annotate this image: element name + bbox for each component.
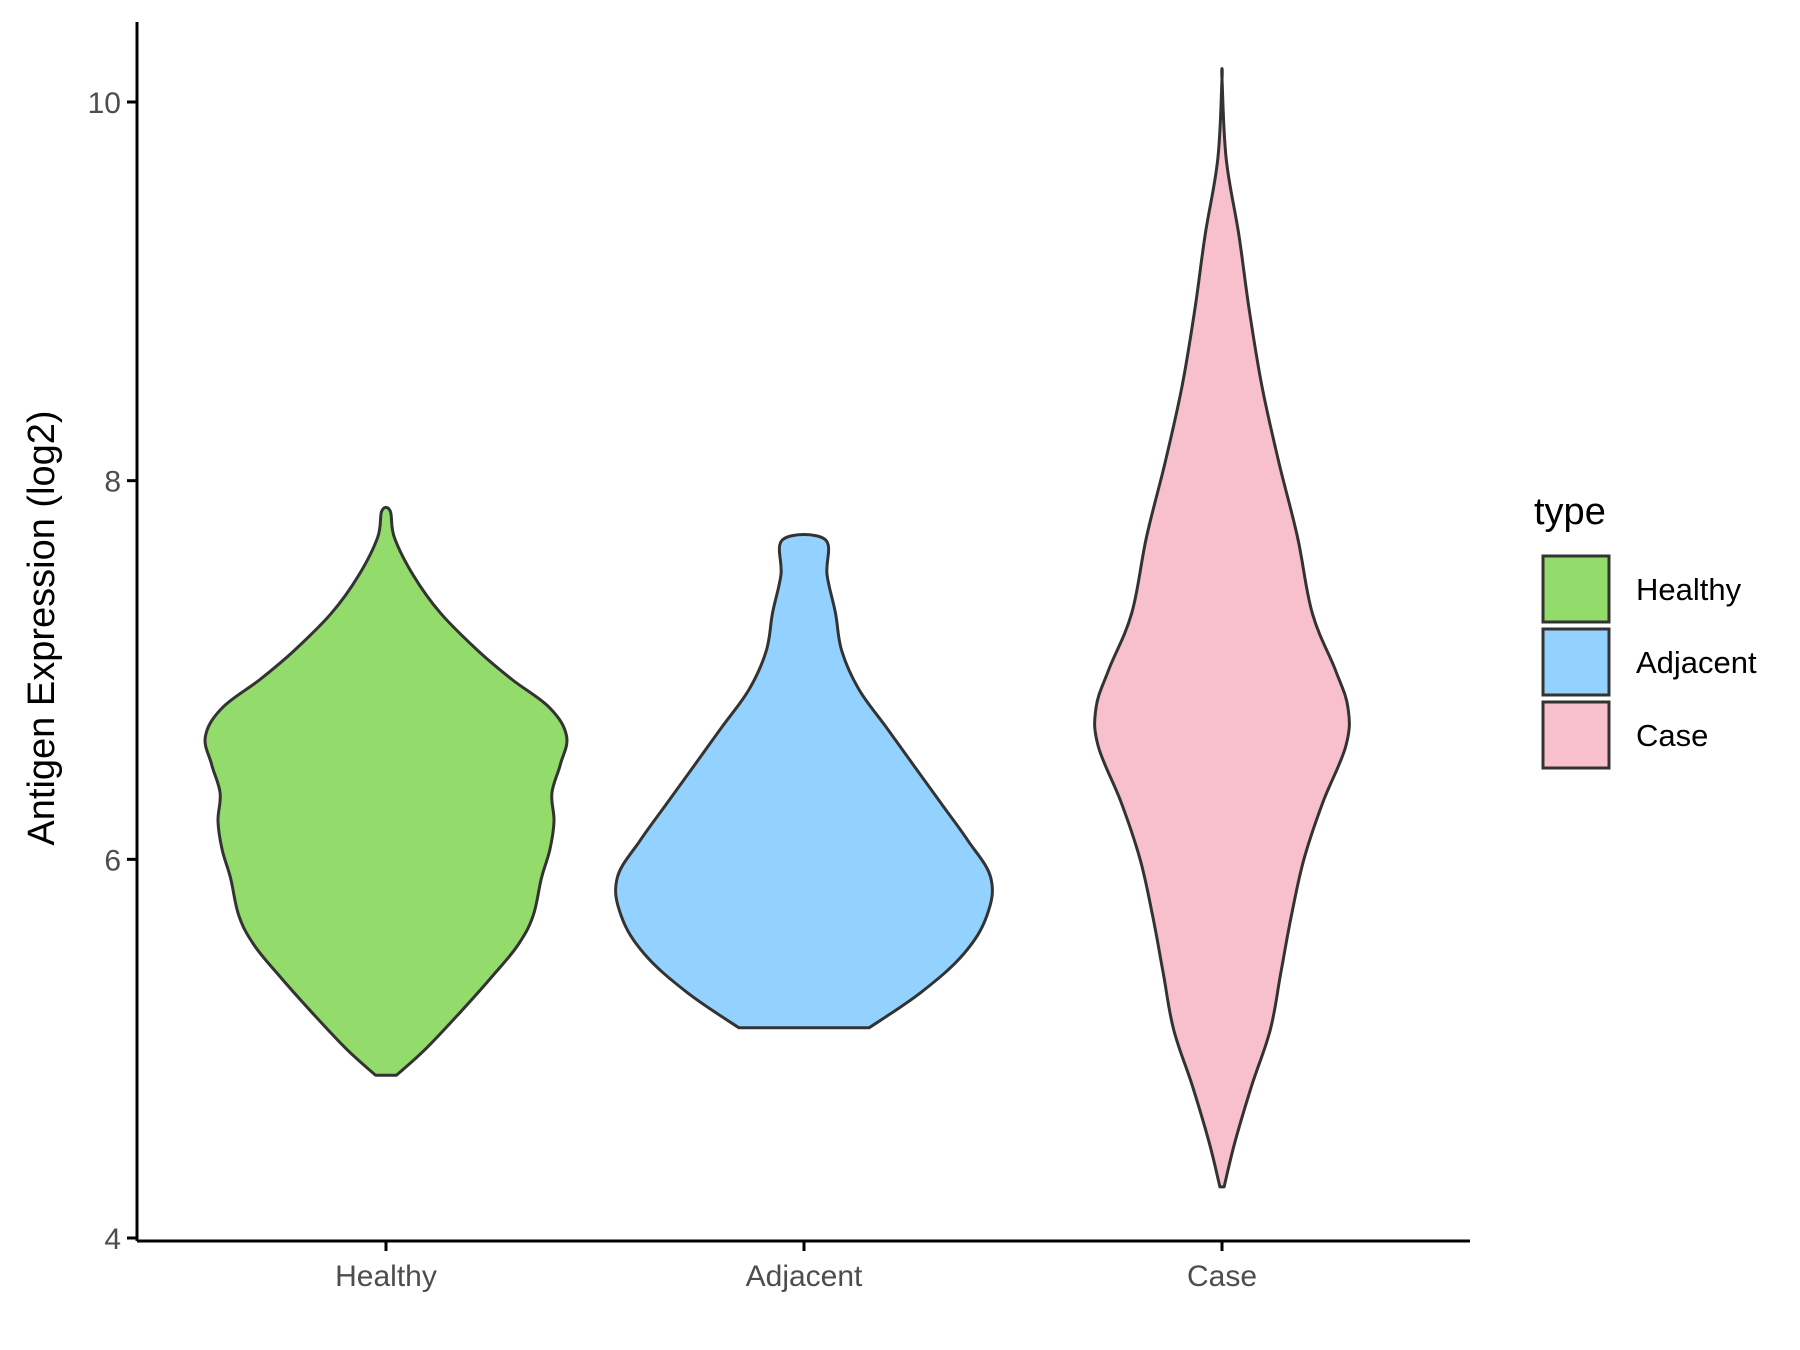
x-tick-label: Case [1187, 1260, 1257, 1293]
y-tick-label: 10 [88, 87, 121, 120]
violin-adjacent [614, 533, 994, 1030]
x-tick-label: Adjacent [746, 1260, 863, 1293]
legend-key-case [1541, 700, 1611, 770]
plot-area [203, 67, 1351, 1189]
x-axis: Healthy Adjacent Case [137, 1239, 1470, 1293]
y-axis-title: Antigen Expression (log2) [21, 410, 63, 845]
legend-label: Adjacent [1636, 645, 1757, 680]
y-tick-label: 8 [104, 466, 121, 499]
violin-healthy [203, 505, 569, 1077]
y-tick-label: 4 [104, 1223, 121, 1256]
y-tick-label: 6 [104, 844, 121, 877]
x-tick-label: Healthy [335, 1260, 437, 1293]
legend-key-adjacent [1541, 627, 1611, 697]
legend-title: type [1534, 491, 1606, 533]
legend: type Healthy Adjacent Case [1534, 491, 1757, 770]
y-axis: 4 6 8 10 [88, 22, 139, 1256]
violin-case [1093, 67, 1351, 1189]
legend-key-healthy [1541, 554, 1611, 624]
legend-label: Healthy [1636, 572, 1742, 607]
legend-label: Case [1636, 718, 1708, 753]
